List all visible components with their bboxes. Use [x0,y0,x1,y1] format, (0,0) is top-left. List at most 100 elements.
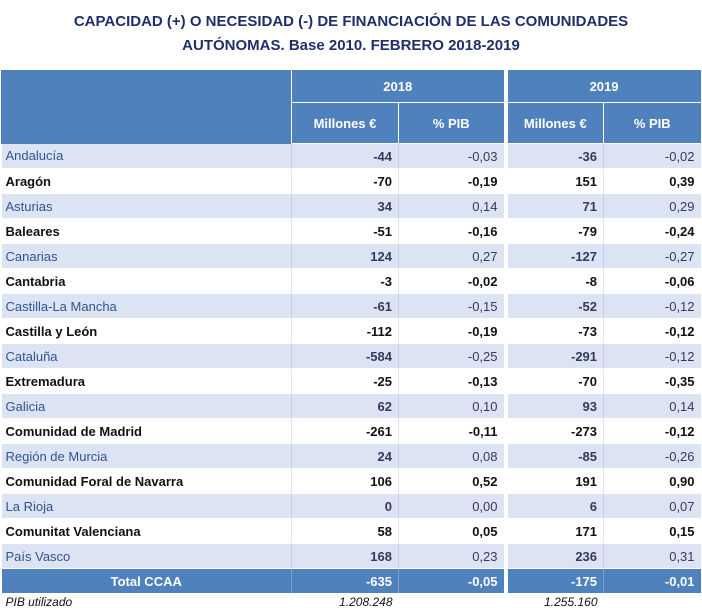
millones-2018: -3 [291,268,399,294]
region-name: Castilla-La Mancha [1,293,292,319]
total-millones-2018: -635 [291,568,399,593]
pib-2019: 0,15 [603,518,701,544]
header-millones-2019: Millones € [503,102,604,144]
region-name: Comunidad de Madrid [1,418,292,444]
millones-2019: -52 [503,293,604,319]
table-row: Castilla-La Mancha -61 -0,15 -52 -0,12 [1,293,701,319]
pib-2019: -0,24 [603,218,701,244]
pib-used-spacer-2019 [603,593,701,611]
header-corner [1,70,292,144]
pib-2018: -0,19 [397,168,506,194]
region-name: Canarias [1,243,292,269]
pib-used-label: PIB utilizado [1,593,292,611]
millones-2018: -61 [291,293,399,319]
millones-2018: -44 [291,143,399,169]
table-title: CAPACIDAD (+) O NECESIDAD (-) DE FINANCI… [0,10,702,58]
millones-2018: 34 [291,193,399,219]
table-row: Comunidad de Madrid -261 -0,11 -273 -0,1… [1,418,701,444]
table-row: Castilla y León -112 -0,19 -73 -0,12 [1,318,701,344]
table-title-line-2: AUTÓNOMAS. Base 2010. FEBRERO 2018-2019 [182,37,520,54]
region-name: Andalucía [1,143,292,169]
millones-2018: 62 [291,393,399,419]
pib-2018: -0,25 [397,343,506,369]
millones-2019: -73 [503,318,604,344]
pib-2019: 0,29 [603,193,701,219]
header-row-units: Millones € % PIB Millones € % PIB [2,102,701,144]
pib-used-2019: 1.255.160 [505,593,604,611]
millones-2018: -25 [291,368,399,394]
millones-2019: 236 [503,543,604,569]
pib-used-row: PIB utilizado 1.208.248 1.255.160 [1,593,701,611]
pib-2019: -0,27 [603,243,701,269]
pib-2018: 0,05 [397,518,506,544]
region-name: Galicia [1,393,292,419]
table-row: Cataluña -584 -0,25 -291 -0,12 [1,343,701,369]
total-millones-2019: -175 [503,568,604,593]
pib-2018: 0,14 [397,193,506,219]
table-row: Canarias 124 0,27 -127 -0,27 [1,243,701,269]
total-row: Total CCAA -635 -0,05 -175 -0,01 [1,568,701,593]
pib-2018: 0,52 [397,468,506,494]
pib-2019: -0,12 [603,343,701,369]
table-row: País Vasco 168 0,23 236 0,31 [1,543,701,569]
millones-2019: -291 [503,343,604,369]
millones-2019: -127 [503,243,604,269]
millones-2018: -51 [291,218,399,244]
millones-2018: -261 [291,418,399,444]
pib-2018: 0,08 [397,443,506,469]
millones-2019: 151 [503,168,604,194]
pib-2019: 0,14 [603,393,701,419]
pib-2018: 0,10 [397,393,506,419]
millones-2019: 93 [503,393,604,419]
table-row: Andalucía -44 -0,03 -36 -0,02 [1,143,701,169]
total-label: Total CCAA [1,568,292,593]
millones-2018: -112 [291,318,399,344]
table-body: Andalucía -44 -0,03 -36 -0,02 Aragón -70… [1,143,701,611]
pib-2019: 0,39 [603,168,701,194]
header-row-years: 2018 2019 [1,70,701,144]
region-name: Castilla y León [1,318,292,344]
table-row: La Rioja 0 0,00 6 0,07 [1,493,701,519]
pib-2019: -0,12 [603,418,701,444]
pib-2018: -0,02 [397,268,506,294]
region-name: Aragón [1,168,292,194]
pib-used-2018: 1.208.248 [291,593,399,611]
pib-2018: 0,00 [397,493,506,519]
millones-2018: 24 [291,443,399,469]
pib-2019: -0,02 [603,143,701,169]
table-title-line-1: CAPACIDAD (+) O NECESIDAD (-) DE FINANCI… [73,13,629,30]
pib-2019: -0,12 [603,318,701,344]
pib-2018: 0,27 [397,243,506,269]
table-row: Cantabria -3 -0,02 -8 -0,06 [1,268,701,294]
region-name: Comunidad Foral de Navarra [1,468,292,494]
header-pib-2019: % PIB [603,102,701,144]
pib-2018: -0,19 [397,318,506,344]
header-year-2019: 2019 [503,70,701,103]
region-name: Cantabria [1,268,292,294]
financing-table: 2018 2019 Millones € % PIB Millones € % … [1,70,701,611]
pib-2018: -0,11 [397,418,506,444]
table-row: Extremadura -25 -0,13 -70 -0,35 [1,368,701,394]
millones-2019: 6 [503,493,604,519]
pib-2018: 0,23 [397,543,506,569]
millones-2018: 124 [291,243,399,269]
header-pib-2018: % PIB [397,102,506,144]
region-name: Asturias [1,193,292,219]
pib-used-spacer-2018 [398,593,506,611]
pib-2019: -0,12 [603,293,701,319]
header-year-2018: 2018 [290,70,506,103]
pib-2018: -0,16 [397,218,506,244]
region-name: Baleares [1,218,292,244]
millones-2018: 168 [291,543,399,569]
millones-2018: -70 [291,168,399,194]
millones-2018: 106 [291,468,399,494]
region-name: Región de Murcia [1,443,292,469]
table-row: Comunidad Foral de Navarra 106 0,52 191 … [1,468,701,494]
pib-2019: 0,07 [603,493,701,519]
millones-2019: 171 [503,518,604,544]
table-row: Baleares -51 -0,16 -79 -0,24 [1,218,701,244]
millones-2019: 191 [503,468,604,494]
table-row: Región de Murcia 24 0,08 -85 -0,26 [1,443,701,469]
millones-2019: -79 [503,218,604,244]
